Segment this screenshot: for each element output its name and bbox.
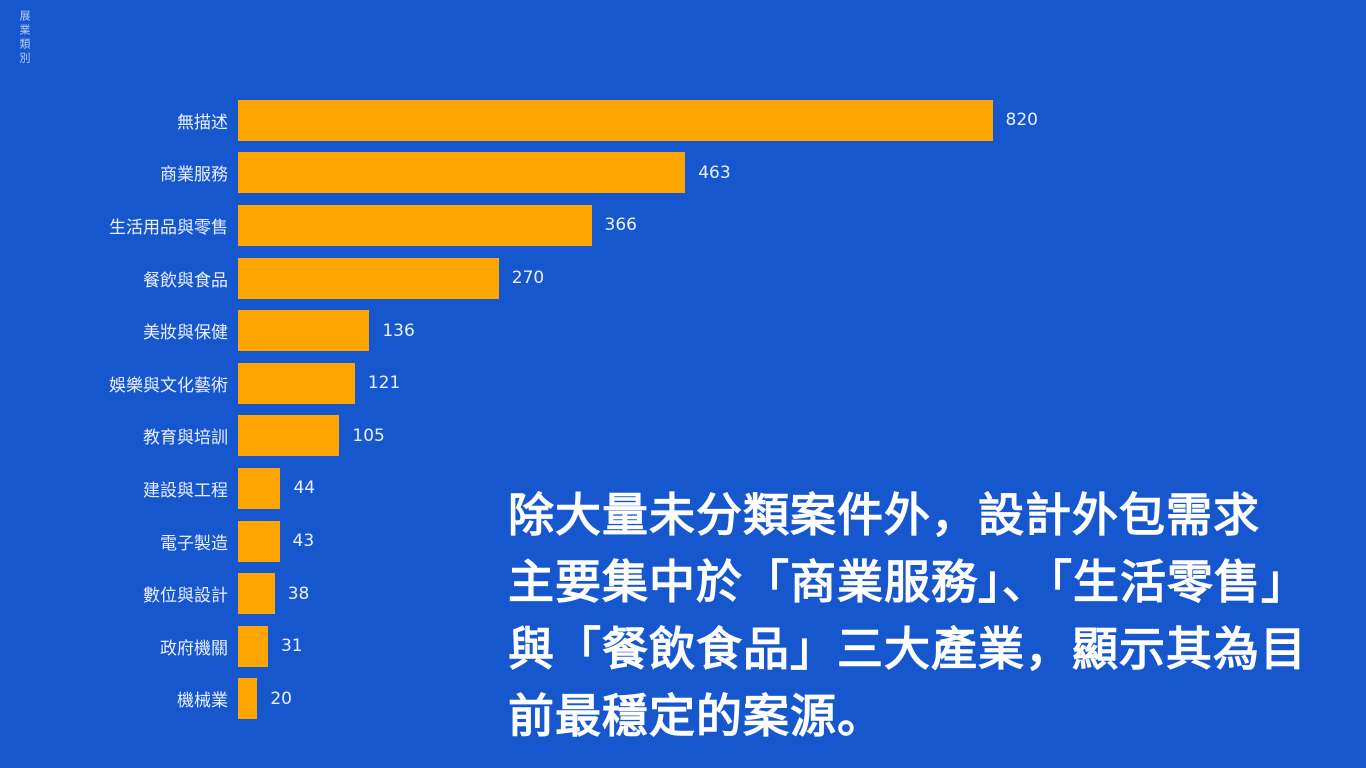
chart-row: 機械業 20 <box>0 673 1366 726</box>
chart-row: 政府機關 31 <box>0 620 1366 673</box>
category-label: 商業服務 <box>160 165 228 186</box>
chart-row: 電子製造 43 <box>0 515 1366 568</box>
bar-track: 136 <box>238 310 1038 352</box>
bar-track: 820 <box>238 99 1038 141</box>
bar <box>238 573 275 615</box>
bar <box>238 99 993 141</box>
bar-value-label: 31 <box>280 636 303 657</box>
bar-track: 44 <box>238 467 1038 509</box>
bar-value-label: 38 <box>287 583 310 604</box>
bar-track: 31 <box>238 625 1038 667</box>
annotation-text-block: 除大量未分類案件外，設計外包需求 主要集中於「商業服務」、「生活零售」 與「餐飲… <box>508 482 1358 750</box>
category-label: 電子製造 <box>160 533 228 554</box>
bar <box>238 257 499 299</box>
bar-track: 463 <box>238 152 1038 194</box>
bar <box>238 467 281 509</box>
y-axis-title: 展業類別 <box>18 10 31 66</box>
bar-track: 20 <box>238 678 1038 720</box>
chart-row: 美妝與保健 136 <box>0 304 1366 357</box>
bar-value-label: 136 <box>382 320 415 341</box>
bar-track: 270 <box>238 257 1038 299</box>
bar <box>238 625 268 667</box>
category-label: 娛樂與文化藝術 <box>109 375 228 396</box>
bar-value-label: 270 <box>511 268 545 289</box>
annotation-line: 除大量未分類案件外，設計外包需求 <box>508 488 1260 542</box>
bar <box>238 310 370 352</box>
annotation-line: 前最穩定的案源。 <box>508 689 884 743</box>
bar-track: 38 <box>238 573 1038 615</box>
bar-value-label: 366 <box>604 215 637 236</box>
bar <box>238 362 355 404</box>
chart-row: 數位與設計 38 <box>0 567 1366 620</box>
bar <box>238 415 340 457</box>
category-label: 教育與培訓 <box>143 428 228 449</box>
bar-chart: 無描述 820 商業服務 463 生活用品與零售 366 餐飲與食品 270 美妝與保健 136 娛… <box>0 94 1366 725</box>
bar-value-label: 463 <box>698 162 731 183</box>
bar-value-label: 820 <box>1005 110 1038 131</box>
category-label: 美妝與保健 <box>143 323 228 344</box>
category-label: 建設與工程 <box>143 480 228 501</box>
annotation-line: 與「餐飲食品」三大產業，顯示其為目 <box>508 622 1307 676</box>
bar-value-label: 43 <box>292 531 315 552</box>
bar-track: 121 <box>238 362 1038 404</box>
chart-row: 建設與工程 44 <box>0 462 1366 515</box>
bar-track: 105 <box>238 415 1038 457</box>
bar <box>238 678 258 720</box>
chart-row: 生活用品與零售 366 <box>0 199 1366 252</box>
category-label: 數位與設計 <box>143 586 228 607</box>
category-label: 無描述 <box>177 112 228 133</box>
annotation-line: 主要集中於「商業服務」、「生活零售」 <box>508 555 1308 609</box>
category-label: 政府機關 <box>160 638 228 659</box>
chart-row: 商業服務 463 <box>0 147 1366 200</box>
bar-value-label: 121 <box>367 373 401 394</box>
chart-row: 餐飲與食品 270 <box>0 252 1366 305</box>
category-label: 生活用品與零售 <box>109 217 228 238</box>
category-label: 機械業 <box>177 691 228 712</box>
bar-value-label: 44 <box>293 478 316 499</box>
bar-value-label: 20 <box>270 688 292 709</box>
bar-track: 43 <box>238 520 1038 562</box>
bar <box>238 520 280 562</box>
bar-track: 366 <box>238 204 1038 246</box>
bar-value-label: 105 <box>352 425 385 446</box>
bar <box>238 152 686 194</box>
category-label: 餐飲與食品 <box>143 270 228 291</box>
chart-row: 無描述 820 <box>0 94 1366 147</box>
bar <box>238 204 592 246</box>
chart-row: 教育與培訓 105 <box>0 410 1366 463</box>
chart-row: 娛樂與文化藝術 121 <box>0 357 1366 410</box>
